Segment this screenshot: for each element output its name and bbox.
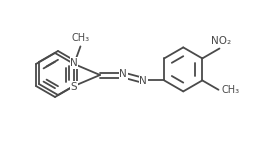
Text: N: N xyxy=(119,69,127,79)
Text: CH₃: CH₃ xyxy=(221,85,240,95)
Text: N: N xyxy=(140,76,147,86)
Text: CH₃: CH₃ xyxy=(71,33,90,43)
Text: N: N xyxy=(70,58,78,68)
Text: NO₂: NO₂ xyxy=(211,35,232,45)
Text: S: S xyxy=(71,82,77,92)
